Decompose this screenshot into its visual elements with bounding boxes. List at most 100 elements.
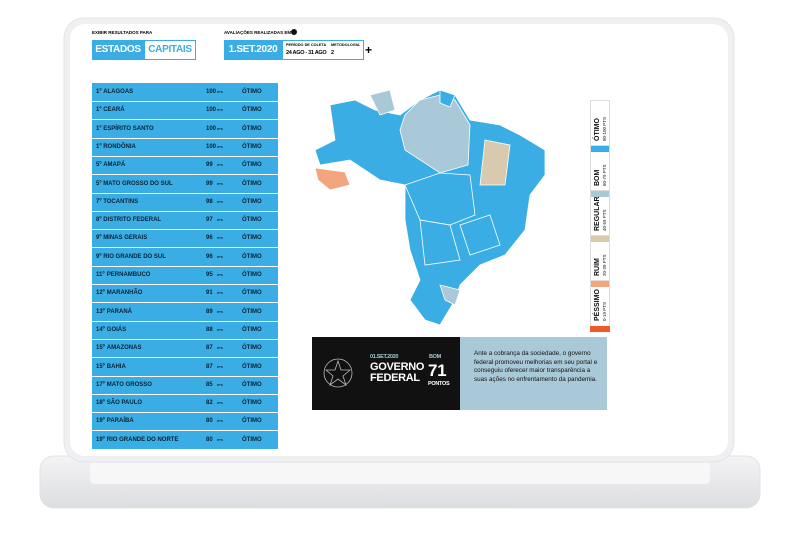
points-unit: PTS — [217, 236, 223, 241]
rank: 9º — [96, 253, 102, 260]
points: 87 — [206, 345, 213, 352]
legend-swatch — [590, 191, 610, 197]
state: DISTRITO FEDERAL — [103, 217, 162, 224]
ranking-row: 18º SÃO PAULO 82 PTS ÓTIMO — [92, 395, 278, 414]
points: 82 — [206, 400, 213, 407]
rank: 5º — [96, 162, 102, 169]
points: 80 — [206, 418, 213, 425]
rating: ÓTIMO — [242, 180, 262, 187]
ranking-row: 8º DISTRITO FEDERAL 97 PTS ÓTIMO — [92, 212, 278, 231]
state: MATO GROSSO DO SUL — [103, 180, 173, 187]
points-unit: PTS — [217, 382, 223, 387]
rank: 7º — [96, 198, 102, 205]
rating: ÓTIMO — [242, 217, 262, 224]
points-unit: PTS — [217, 401, 223, 406]
ranking-row: 11º PERNAMBUCO 95 PTS ÓTIMO — [92, 267, 278, 285]
points: 100 — [206, 89, 217, 95]
points: 96 — [206, 235, 213, 242]
ranking-row: 5º MATO GROSSO DO SUL 99 PTS ÓTIMO — [92, 175, 278, 194]
points-unit: PTS — [217, 273, 223, 277]
ranking-row: 9º RIO GRANDE DO SUL 96 PTS ÓTIMO — [92, 248, 278, 267]
rating: ÓTIMO — [242, 89, 262, 95]
points: 99 — [206, 180, 213, 187]
ranking-row: 9º MINAS GERAIS 96 PTS ÓTIMO — [92, 230, 278, 249]
state: GOIÁS — [106, 326, 127, 333]
rating: ÓTIMO — [242, 436, 262, 443]
legend-range: 60-79 PTS — [602, 164, 607, 186]
state: CEARÁ — [103, 107, 125, 114]
info-icon[interactable] — [291, 29, 297, 35]
rank: 1º — [96, 125, 102, 132]
rank: 1º — [96, 107, 102, 114]
points-unit: PTS — [217, 254, 223, 259]
rank: 19º — [96, 436, 105, 443]
points: 100 — [206, 125, 217, 132]
ranking-row: 14º GOIÁS 88 PTS ÓTIMO — [92, 321, 278, 340]
points: 95 — [206, 272, 213, 278]
points-unit: PTS — [217, 126, 223, 131]
rating: ÓTIMO — [242, 272, 262, 278]
date-details — [282, 40, 364, 60]
ranking-row: 1º CEARÁ 100 PTS ÓTIMO — [92, 102, 278, 121]
rating: ÓTIMO — [242, 400, 262, 407]
state: ESPÍRITO SANTO — [103, 125, 154, 132]
rating: ÓTIMO — [242, 253, 262, 260]
filter-label: EXIBIR RESULTADOS PARA — [92, 30, 153, 35]
points: 98 — [206, 198, 213, 205]
tab-states[interactable]: ESTADOS — [92, 40, 144, 60]
state: MINAS GERAIS — [103, 235, 148, 242]
ranking-row: 1º ESPÍRITO SANTO 100 PTS ÓTIMO — [92, 120, 278, 139]
federal-unit: PONTOS — [428, 381, 450, 387]
state: RIO GRANDE DO SUL — [103, 253, 166, 260]
legend-label: BOM — [594, 169, 601, 186]
federal-rating: BOM — [429, 354, 441, 360]
state: PERNAMBUCO — [106, 272, 151, 278]
points-unit: PTS — [217, 419, 223, 424]
legend-range: 80-100 PTS — [602, 116, 607, 141]
legend-label: ÓTIMO — [594, 118, 601, 141]
date-select[interactable]: 1.SET.2020 — [224, 40, 282, 60]
state: AMAZONAS — [106, 345, 142, 352]
ranking-row: 7º TOCANTINS 98 PTS ÓTIMO — [92, 193, 278, 212]
rating: ÓTIMO — [242, 363, 262, 370]
state: RIO GRANDE DO NORTE — [106, 436, 179, 443]
brazil-map — [314, 89, 546, 326]
rank: 1º — [96, 143, 102, 150]
legend-text: RUIM 20-39 PTS — [590, 235, 610, 282]
state: AMAPÁ — [103, 162, 126, 169]
rank: 15º — [96, 363, 105, 370]
points-unit: PTS — [217, 218, 223, 223]
points: 85 — [206, 381, 213, 388]
points-unit: PTS — [217, 327, 223, 332]
points-unit: PTS — [217, 346, 223, 351]
legend-swatch — [590, 146, 610, 152]
rank: 9º — [96, 235, 102, 242]
federal-date: 01.SET.2020 — [370, 354, 399, 360]
rating: ÓTIMO — [242, 235, 262, 242]
legend-label: PÉSSIMO — [594, 289, 601, 321]
tab-capitals[interactable]: CAPITAIS — [144, 40, 196, 60]
more-button[interactable]: + — [365, 43, 373, 57]
ranking-row: 1º RONDÔNIA 100 PTS ÓTIMO — [92, 138, 278, 157]
legend-swatch — [590, 281, 610, 287]
rank: 17º — [96, 381, 105, 388]
legend-label: REGULAR — [594, 196, 601, 231]
points-unit: PTS — [217, 364, 223, 369]
points-unit: PTS — [217, 199, 223, 204]
rank: 13º — [96, 308, 105, 315]
rating: ÓTIMO — [242, 381, 262, 388]
rating: ÓTIMO — [242, 308, 262, 315]
legend-range: 20-39 PTS — [602, 254, 607, 276]
ranking-row: 17º MATO GROSSO 85 PTS ÓTIMO — [92, 376, 278, 395]
state: PARAÍBA — [106, 418, 134, 425]
ranking-row: 13º PARANÁ 89 PTS ÓTIMO — [92, 303, 278, 322]
rank: 11º — [96, 272, 105, 278]
rank: 1º — [96, 89, 102, 95]
state: MARANHÃO — [106, 290, 143, 297]
points: 100 — [206, 143, 217, 150]
state: PARANÁ — [106, 308, 133, 315]
ranking-row: 15º BAHIA 87 PTS ÓTIMO — [92, 358, 278, 377]
federal-card — [312, 337, 460, 410]
rating: ÓTIMO — [242, 418, 262, 425]
rank: 5º — [96, 180, 102, 187]
